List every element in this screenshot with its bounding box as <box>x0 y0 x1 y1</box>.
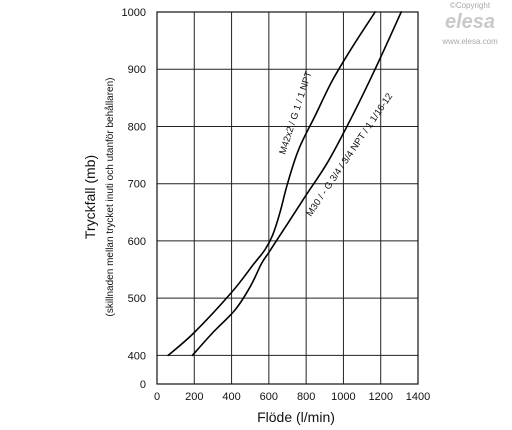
x-tick-label: 600 <box>260 391 278 403</box>
series-line-1 <box>167 11 376 357</box>
y-tick-label: 800 <box>128 121 146 133</box>
y-tick-label: 600 <box>128 236 146 248</box>
y-tick-label: 0 <box>140 379 146 391</box>
copyright-text: ©Copyright <box>450 1 491 10</box>
website-text: www.elesa.com <box>441 37 498 46</box>
grid <box>156 11 419 385</box>
x-tick-label: 400 <box>222 391 240 403</box>
tick-labels: 0 200 400 600 800 1000 1200 1400 0 400 500 600 700 80… <box>122 7 431 403</box>
x-axis-title: Flöde (l/min) <box>257 409 335 425</box>
series-line-2 <box>191 11 402 357</box>
y-tick-label: 900 <box>128 64 146 76</box>
x-tick-label: 1200 <box>368 391 392 403</box>
y-tick-label: 700 <box>128 179 146 191</box>
elesa-logo-text: elesa <box>445 11 495 33</box>
y-tick-label: 1000 <box>122 7 146 19</box>
series-label-1: M42x2 / G 1 / 1 NPT <box>277 70 314 156</box>
x-tick-label: 1000 <box>331 391 355 403</box>
plot-frame <box>156 11 419 385</box>
y-axis-subtitle: (skillnaden mellan trycket inuti och uta… <box>104 77 116 316</box>
series-lines <box>167 11 402 357</box>
x-tick-label: 0 <box>154 391 160 403</box>
x-tick-label: 1400 <box>406 391 430 403</box>
watermark-logo: ©Copyright elesa www.elesa.com <box>441 1 498 46</box>
x-tick-label: 200 <box>185 391 203 403</box>
y-tick-label: 400 <box>128 350 146 362</box>
y-axis-title: Tryckfall (mb) <box>82 155 98 239</box>
x-tick-label: 800 <box>297 391 315 403</box>
y-tick-label: 500 <box>128 293 146 305</box>
